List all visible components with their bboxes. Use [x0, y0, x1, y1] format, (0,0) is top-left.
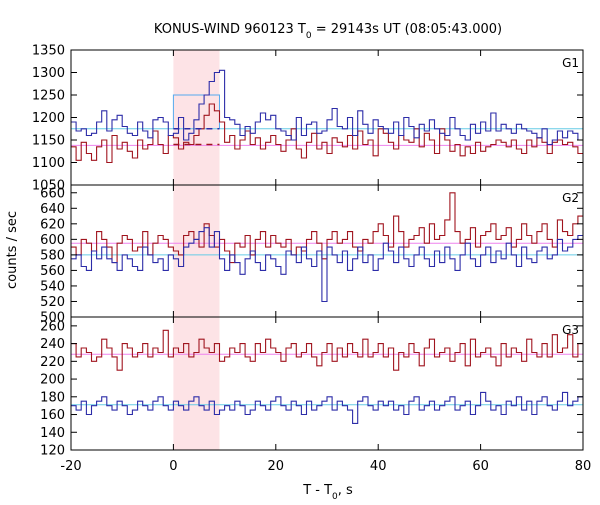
y-tick-label: 540: [40, 279, 65, 294]
y-tick-label: 180: [40, 390, 65, 405]
chart-title-subscript: 0: [306, 31, 312, 41]
y-tick-label: 620: [40, 217, 65, 232]
panel-label-g2: G2: [562, 191, 579, 205]
panel-series: [71, 69, 583, 164]
highlight-band: [173, 50, 220, 450]
x-tick-label: -20: [60, 459, 81, 474]
panel-g3: 120 140 160 180 200 220 240 260 G3: [40, 316, 584, 459]
blue-series-g2: [71, 227, 583, 303]
y-tick-label: 520: [40, 295, 65, 310]
panel-label-g1: G1: [562, 56, 579, 70]
y-tick-label: 160: [40, 408, 65, 423]
panel-series: [71, 192, 583, 303]
panel-label-g3: G3: [562, 323, 579, 337]
chart-title-main: KONUS-WIND 960123 T: [154, 22, 306, 37]
panel-g1: 1050 1100 1150 1200 1250 1300 1350 G1: [32, 44, 584, 194]
y-tick-label: 120: [40, 444, 65, 459]
y-tick-label: 1250: [32, 89, 65, 104]
x-tick-label: 40: [370, 459, 387, 474]
plot-layer: 1050110011501200125013001350G15005205405…: [32, 44, 591, 475]
y-tick-label: 1150: [32, 134, 65, 149]
x-axis-label-rest: , s: [338, 483, 353, 498]
x-axis-label: T - T0, s: [302, 483, 353, 500]
y-tick-label: 260: [40, 319, 65, 334]
y-tick-label: 1300: [32, 66, 65, 81]
x-tick-label: 20: [268, 459, 285, 474]
x-axis-label-main: T - T: [302, 483, 332, 498]
y-tick-label: 500: [40, 311, 65, 326]
x-tick-label: 80: [575, 459, 592, 474]
y-tick-label: 560: [40, 264, 65, 279]
y-tick-label: 140: [40, 426, 65, 441]
panel-series: [71, 329, 583, 424]
y-tick-label: 220: [40, 355, 65, 370]
x-tick-label: 60: [472, 459, 489, 474]
y-tick-label: 660: [40, 186, 65, 201]
chart-title-rest: = 29143s UT (08:05:43.000): [312, 22, 502, 37]
y-tick-label: 600: [40, 233, 65, 248]
chart-title: KONUS-WIND 960123 T0 = 29143s UT (08:05:…: [154, 22, 502, 41]
y-tick-label: 1100: [32, 156, 65, 171]
panel-frame: [70, 316, 584, 451]
panel-frame: [70, 49, 584, 186]
y-tick-label: 200: [40, 373, 65, 388]
y-axis-label: counts / sec: [5, 211, 20, 289]
y-tick-label: 640: [40, 202, 65, 217]
red-series-g3: [71, 329, 583, 371]
y-tick-label: 1200: [32, 111, 65, 126]
x-axis-label-subscript: 0: [332, 492, 338, 500]
blue-series-g1: [71, 69, 583, 146]
blue-series-g3: [71, 391, 583, 424]
y-tick-label: 580: [40, 248, 65, 263]
y-tick-label: 240: [40, 337, 65, 352]
y-tick-label: 1350: [32, 44, 65, 59]
x-tick-label: 0: [169, 459, 177, 474]
red-series-g1: [71, 103, 583, 164]
y-tick-label: 1050: [32, 179, 65, 194]
